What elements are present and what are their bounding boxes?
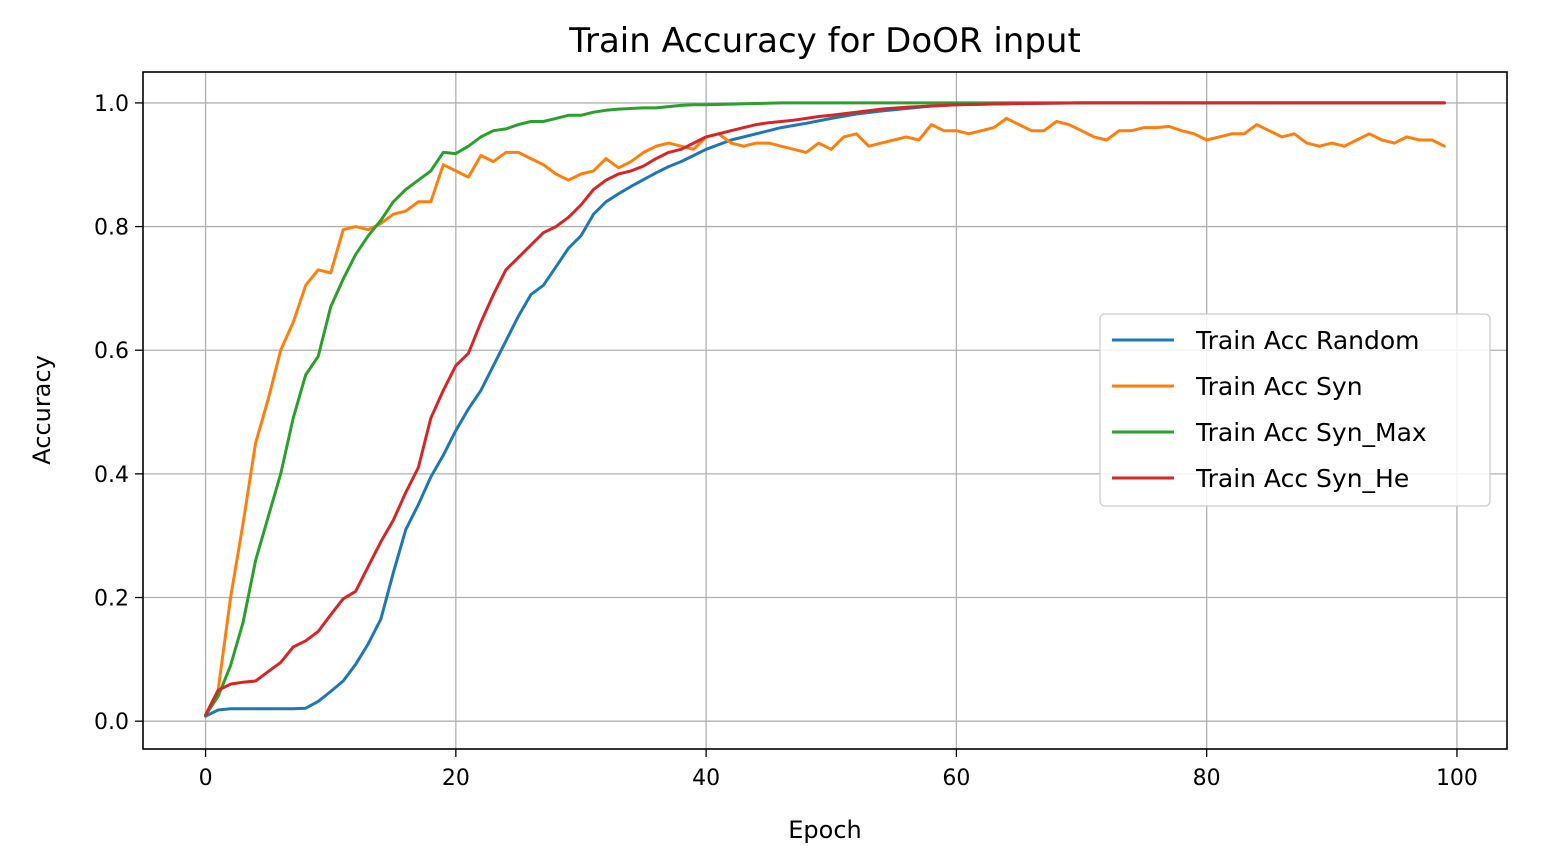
legend-label-train-acc-random: Train Acc Random xyxy=(1195,326,1420,355)
y-tick-label: 0.2 xyxy=(94,587,129,612)
series-line-train-acc-syn-he xyxy=(204,101,1446,717)
series-line-train-acc-random xyxy=(204,101,1446,718)
legend-label-train-acc-syn: Train Acc Syn xyxy=(1195,372,1363,401)
legend-label-train-acc-syn-max: Train Acc Syn_Max xyxy=(1195,418,1427,447)
x-axis-label: Epoch xyxy=(788,816,862,844)
axis-ticks: 0 20 40 60 80 100 0.0 0.2 0.4 0.6 0.8 1.0 xyxy=(94,92,1478,791)
y-tick-label: 0.6 xyxy=(94,339,129,364)
x-tick-label: 60 xyxy=(942,766,970,791)
legend-box xyxy=(1099,313,1491,507)
series-line-train-acc-syn xyxy=(204,116,1446,717)
x-tick-label: 20 xyxy=(442,766,470,791)
plot-frame xyxy=(142,71,1508,750)
chart-title: Train Accuracy for DoOR input xyxy=(568,21,1081,61)
y-tick-label: 0.8 xyxy=(94,216,129,241)
y-tick-label: 0.0 xyxy=(94,710,129,735)
legend-label-train-acc-syn-he: Train Acc Syn_He xyxy=(1195,464,1409,493)
x-tick-label: 0 xyxy=(199,766,213,791)
x-tick-label: 80 xyxy=(1193,766,1221,791)
series-lines xyxy=(204,101,1446,718)
y-axis-label: Accuracy xyxy=(28,355,56,465)
x-tick-label: 100 xyxy=(1436,766,1478,791)
y-tick-label: 1.0 xyxy=(94,92,129,117)
legend: Train Acc Random Train Acc Syn Train Acc S… xyxy=(1099,313,1491,507)
y-tick-label: 0.4 xyxy=(94,463,129,488)
x-tick-label: 40 xyxy=(692,766,720,791)
series-line-train-acc-syn-max xyxy=(204,101,1446,717)
